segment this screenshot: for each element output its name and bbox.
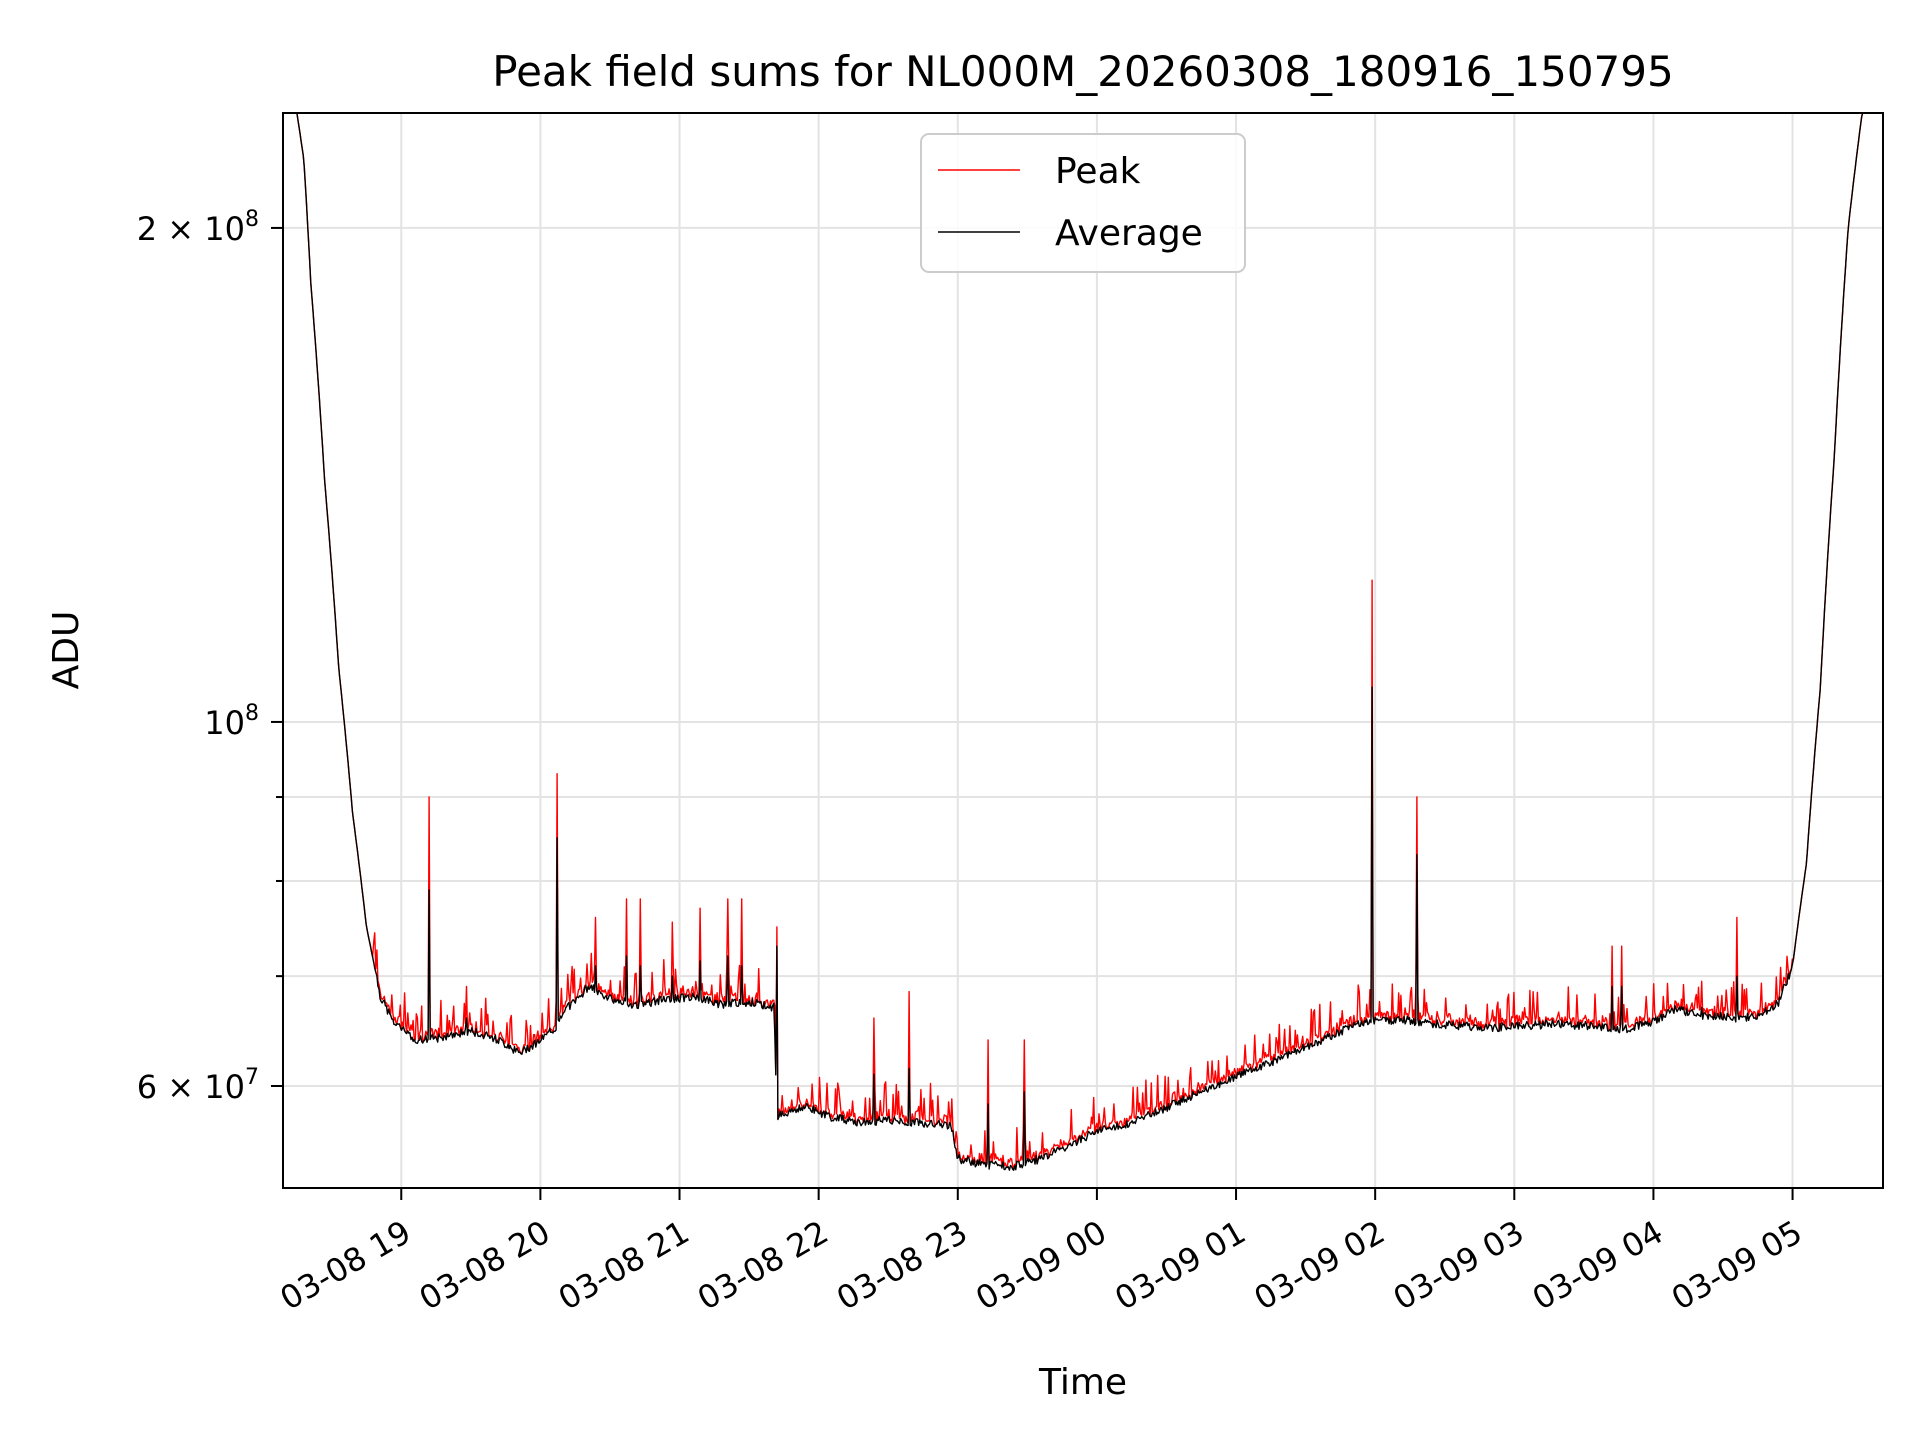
y-tick-label-exponent: 7 bbox=[245, 1065, 259, 1090]
plot-frame bbox=[282, 112, 1884, 1189]
y-axis-label: ADU bbox=[46, 611, 87, 690]
y-tick-label-base: 6 × 10 bbox=[137, 1068, 245, 1106]
average-series-line bbox=[283, 112, 1883, 1171]
y-tick-label-base: 10 bbox=[204, 704, 245, 742]
peak-series-line bbox=[283, 112, 1883, 1170]
y-tick-label-exponent: 8 bbox=[245, 207, 259, 232]
legend-peak-label: Peak bbox=[1055, 151, 1141, 192]
y-tick-label: 108 bbox=[204, 701, 259, 742]
legend-box bbox=[920, 133, 1246, 273]
legend: Peak Average bbox=[920, 133, 1246, 273]
legend-average-label: Average bbox=[1055, 213, 1203, 254]
y-tick-label-base: 2 × 10 bbox=[137, 210, 245, 248]
x-axis-label: Time bbox=[1038, 1362, 1127, 1403]
plot-series bbox=[283, 112, 1883, 1171]
grid bbox=[283, 113, 1883, 1188]
chart-title: Peak field sums for NL000M_20260308_1809… bbox=[492, 47, 1673, 96]
y-tick-label: 2 × 108 bbox=[137, 207, 259, 248]
y-tick-label-exponent: 8 bbox=[245, 701, 259, 726]
y-tick-label: 6 × 107 bbox=[137, 1065, 259, 1106]
